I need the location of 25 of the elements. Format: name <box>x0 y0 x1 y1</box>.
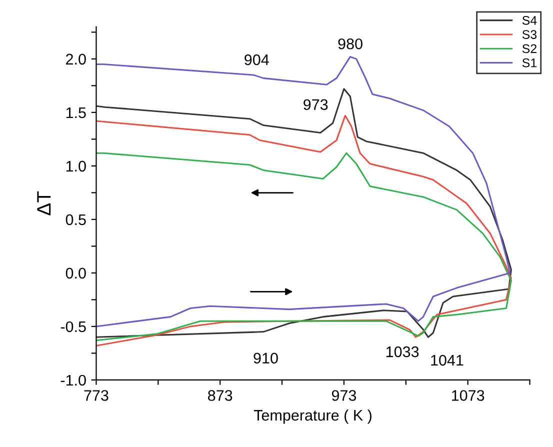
annotation: 973 <box>304 99 328 110</box>
annotation: 910 <box>254 352 278 364</box>
legend-label: S1 <box>522 58 537 68</box>
y-tick-label: 2.0 <box>66 54 86 65</box>
x-axis-title: Temperature ( K ) <box>254 409 372 424</box>
line-series <box>96 56 511 328</box>
y-axis-title: ΔT <box>37 191 51 216</box>
annotation: 904 <box>244 54 269 66</box>
x-tick-label: 1073 <box>452 390 484 401</box>
legend-label: S2 <box>522 44 536 54</box>
annotation: 980 <box>338 38 362 50</box>
y-tick-label: 0.5 <box>66 214 86 226</box>
x-tick-label: 873 <box>208 390 232 401</box>
legend-label: S3 <box>522 30 537 39</box>
y-tick-label: 1.5 <box>66 107 86 118</box>
line-series <box>96 152 512 342</box>
y-tick-label: 0.0 <box>66 268 86 279</box>
annotation: 1041 <box>431 354 464 366</box>
y-tick-label: 1.0 <box>66 160 86 172</box>
y-tick-label: -0.5 <box>60 321 86 332</box>
x-tick-label: 773 <box>84 390 108 401</box>
x-tick-label: 973 <box>332 390 356 401</box>
legend-label: S4 <box>522 16 537 25</box>
annotation: 1033 <box>386 346 419 358</box>
y-tick-label: -1.0 <box>60 374 86 386</box>
